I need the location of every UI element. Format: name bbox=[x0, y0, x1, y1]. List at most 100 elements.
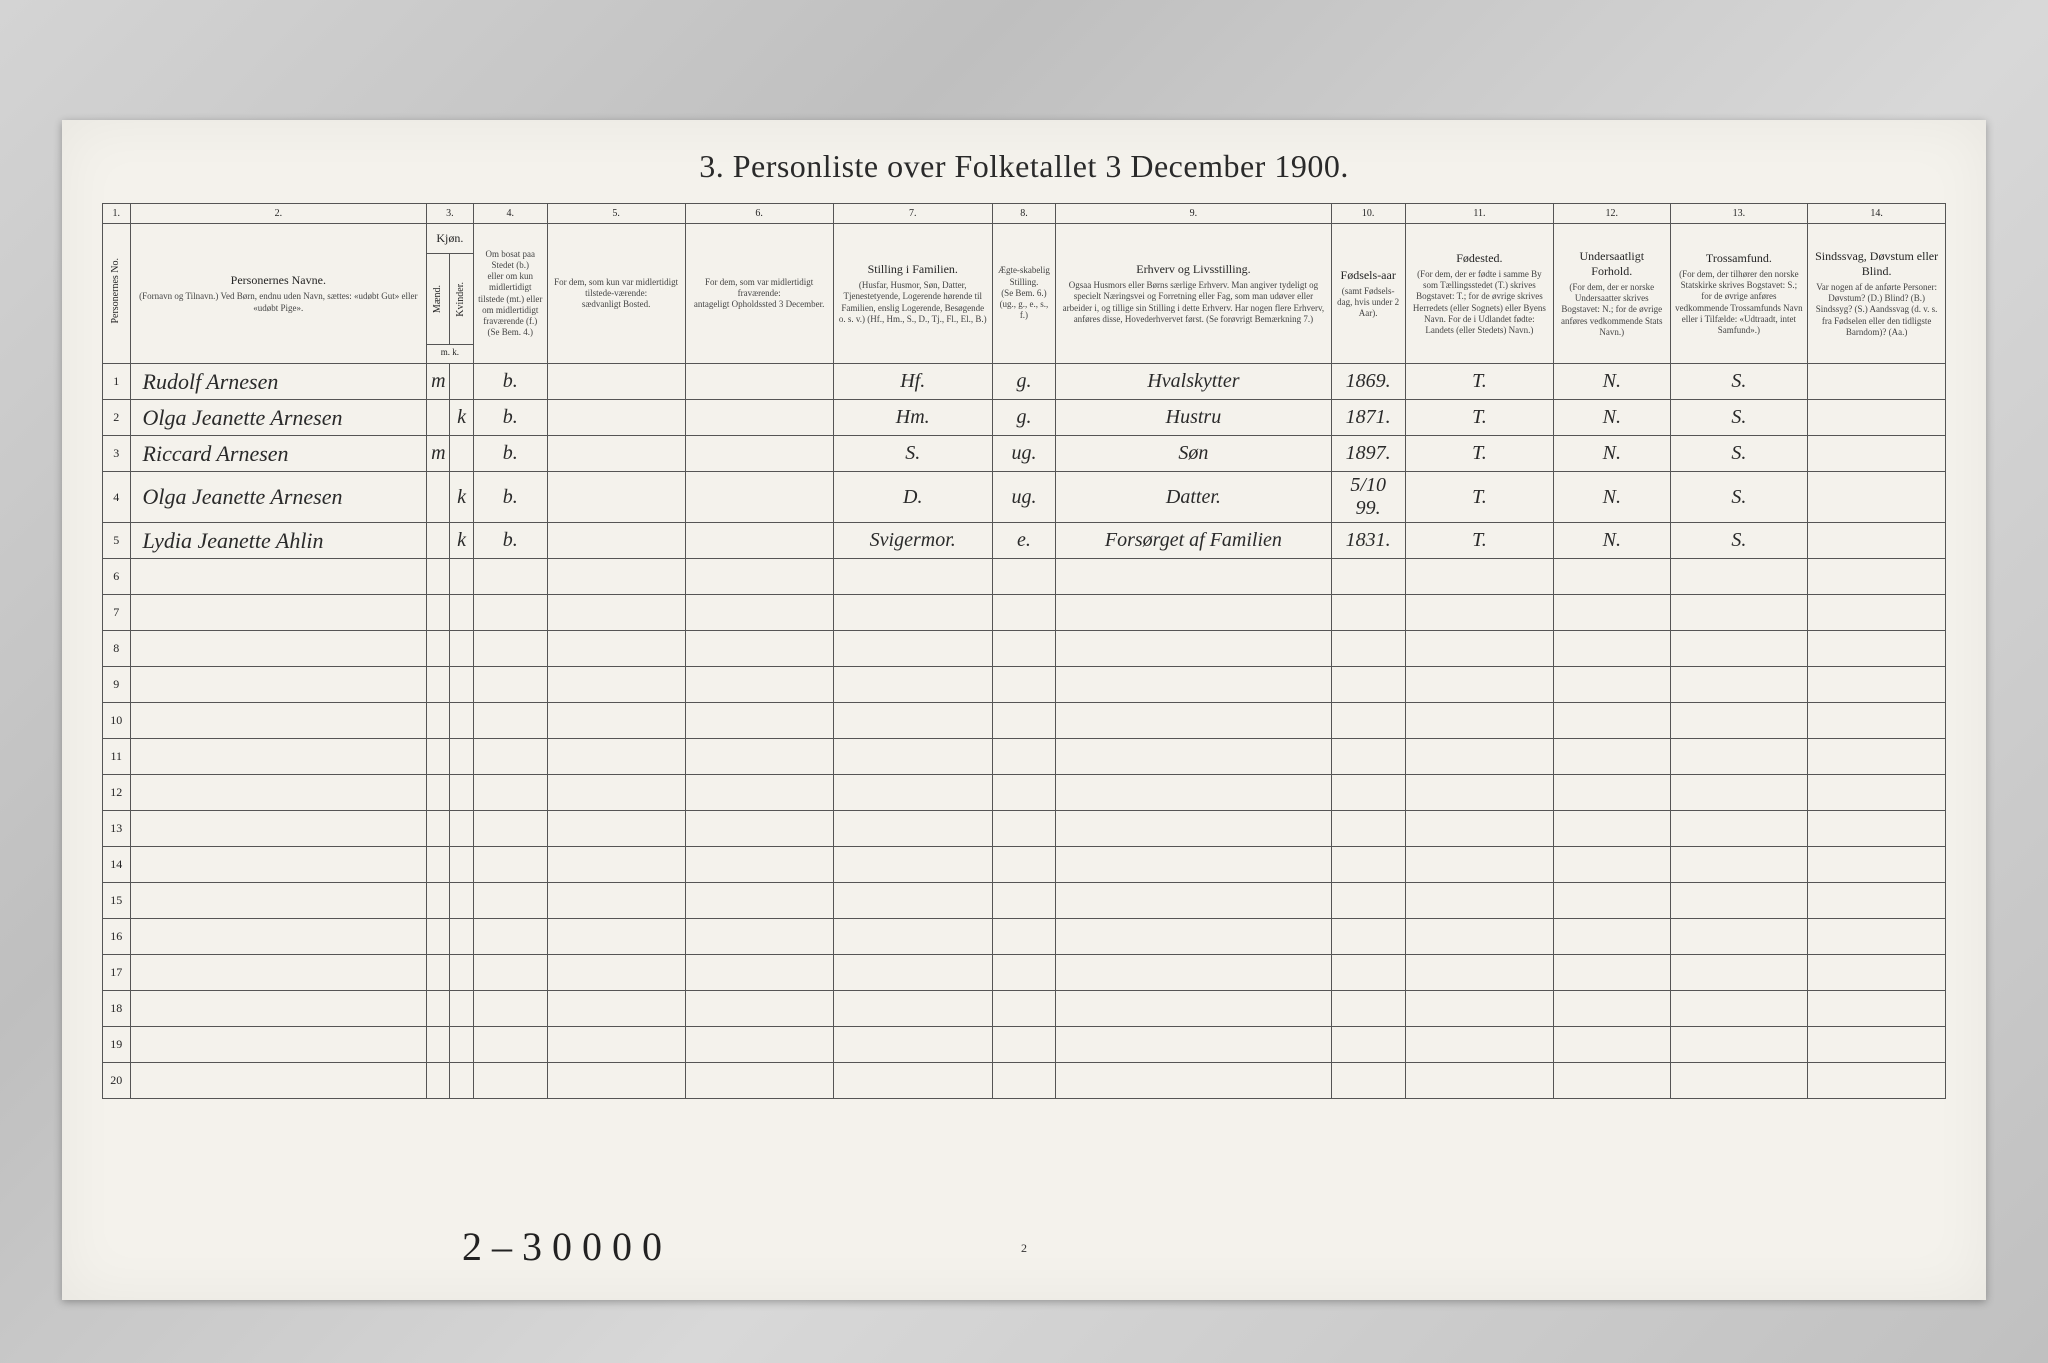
table-row-empty: 13 bbox=[103, 811, 1946, 847]
cell-aar: 5/10 99. bbox=[1331, 472, 1405, 523]
cell-name: Olga Jeanette Arnesen bbox=[130, 472, 427, 523]
cell-sex-m: m bbox=[427, 436, 450, 472]
table-row-empty: 11 bbox=[103, 739, 1946, 775]
cell-stilling: Hf. bbox=[833, 364, 992, 400]
table-row-empty: 14 bbox=[103, 847, 1946, 883]
table-row-empty: 12 bbox=[103, 775, 1946, 811]
table-row-empty: 8 bbox=[103, 631, 1946, 667]
cell-stilling: Hm. bbox=[833, 400, 992, 436]
colnum-5: 5. bbox=[547, 204, 685, 224]
table-row-empty: 20 bbox=[103, 1063, 1946, 1099]
cell-tilstede bbox=[547, 364, 685, 400]
cell-aar: 1869. bbox=[1331, 364, 1405, 400]
cell-tilstede bbox=[547, 523, 685, 559]
row-number: 6 bbox=[103, 559, 131, 595]
cell-name: Rudolf Arnesen bbox=[130, 364, 427, 400]
cell-sex-k bbox=[450, 436, 473, 472]
table-row: 2 Olga Jeanette Arnesen k b. Hm. g. Hust… bbox=[103, 400, 1946, 436]
cell-tilstede bbox=[547, 472, 685, 523]
cell-bosat: b. bbox=[473, 436, 547, 472]
table-row-empty: 15 bbox=[103, 883, 1946, 919]
table-row-empty: 10 bbox=[103, 703, 1946, 739]
cell-bosat: b. bbox=[473, 400, 547, 436]
header-undersaat: Undersaatligt Forhold. (For dem, der er … bbox=[1554, 224, 1671, 364]
row-number: 5 bbox=[103, 523, 131, 559]
header-bosat: Om bosat paa Stedet (b.) eller om kun mi… bbox=[473, 224, 547, 364]
colnum-1: 1. bbox=[103, 204, 131, 224]
cell-stilling: Svigermor. bbox=[833, 523, 992, 559]
row-number: 9 bbox=[103, 667, 131, 703]
cell-erhverv: Hustru bbox=[1056, 400, 1331, 436]
cell-under: N. bbox=[1554, 523, 1671, 559]
colnum-4: 4. bbox=[473, 204, 547, 224]
table-row-empty: 9 bbox=[103, 667, 1946, 703]
row-number: 12 bbox=[103, 775, 131, 811]
cell-fodested: T. bbox=[1405, 472, 1553, 523]
cell-fravaerende bbox=[685, 472, 833, 523]
table-row-empty: 19 bbox=[103, 1027, 1946, 1063]
cell-stilling: S. bbox=[833, 436, 992, 472]
cell-bosat: b. bbox=[473, 523, 547, 559]
cell-tros: S. bbox=[1670, 523, 1808, 559]
cell-name: Riccard Arnesen bbox=[130, 436, 427, 472]
row-number: 19 bbox=[103, 1027, 131, 1063]
row-number: 14 bbox=[103, 847, 131, 883]
header-person-no: Personernes No. bbox=[103, 224, 131, 364]
footer-scribble: 2 – 3 0 0 0 0 bbox=[462, 1223, 662, 1270]
header-fravaerende: For dem, som var midlertidigt fraværende… bbox=[685, 224, 833, 364]
row-number: 2 bbox=[103, 400, 131, 436]
colnum-11: 11. bbox=[1405, 204, 1553, 224]
row-number: 15 bbox=[103, 883, 131, 919]
cell-sind bbox=[1808, 523, 1946, 559]
row-number: 7 bbox=[103, 595, 131, 631]
header-fodested: Fødested. (For dem, der er fødte i samme… bbox=[1405, 224, 1553, 364]
cell-under: N. bbox=[1554, 436, 1671, 472]
table-row-empty: 17 bbox=[103, 955, 1946, 991]
header-aegte: Ægte-skabelig Stilling. (Se Bem. 6.) (ug… bbox=[992, 224, 1056, 364]
colnum-2: 2. bbox=[130, 204, 427, 224]
cell-fodested: T. bbox=[1405, 364, 1553, 400]
column-number-row: 1. 2. 3. 4. 5. 6. 7. 8. 9. 10. 11. 12. 1… bbox=[103, 204, 1946, 224]
cell-sex-m bbox=[427, 400, 450, 436]
header-erhverv: Erhverv og Livsstilling. Ogsaa Husmors e… bbox=[1056, 224, 1331, 364]
cell-fravaerende bbox=[685, 400, 833, 436]
cell-fodested: T. bbox=[1405, 436, 1553, 472]
table-row: 4 Olga Jeanette Arnesen k b. D. ug. Datt… bbox=[103, 472, 1946, 523]
table-row-empty: 6 bbox=[103, 559, 1946, 595]
cell-sex-k: k bbox=[450, 472, 473, 523]
table-row: 1 Rudolf Arnesen m b. Hf. g. Hvalskytter… bbox=[103, 364, 1946, 400]
colnum-7: 7. bbox=[833, 204, 992, 224]
cell-bosat: b. bbox=[473, 472, 547, 523]
table-row-empty: 7 bbox=[103, 595, 1946, 631]
cell-sex-m: m bbox=[427, 364, 450, 400]
cell-erhverv: Søn bbox=[1056, 436, 1331, 472]
cell-name: Lydia Jeanette Ahlin bbox=[130, 523, 427, 559]
colnum-6: 6. bbox=[685, 204, 833, 224]
cell-bosat: b. bbox=[473, 364, 547, 400]
cell-fodested: T. bbox=[1405, 523, 1553, 559]
header-sindssvag: Sindssvag, Døvstum eller Blind. Var noge… bbox=[1808, 224, 1946, 364]
row-number: 1 bbox=[103, 364, 131, 400]
cell-sex-k bbox=[450, 364, 473, 400]
cell-sex-k: k bbox=[450, 400, 473, 436]
cell-fravaerende bbox=[685, 364, 833, 400]
cell-tros: S. bbox=[1670, 400, 1808, 436]
header-tilstede: For dem, som kun var midlertidigt tilste… bbox=[547, 224, 685, 364]
table-row-empty: 18 bbox=[103, 991, 1946, 1027]
cell-under: N. bbox=[1554, 472, 1671, 523]
cell-tilstede bbox=[547, 436, 685, 472]
table-container: 1. 2. 3. 4. 5. 6. 7. 8. 9. 10. 11. 12. 1… bbox=[102, 203, 1946, 1099]
cell-aar: 1897. bbox=[1331, 436, 1405, 472]
colnum-10: 10. bbox=[1331, 204, 1405, 224]
cell-under: N. bbox=[1554, 400, 1671, 436]
cell-sex-k: k bbox=[450, 523, 473, 559]
row-number: 17 bbox=[103, 955, 131, 991]
cell-aegte: ug. bbox=[992, 472, 1056, 523]
row-number: 10 bbox=[103, 703, 131, 739]
table-row-empty: 16 bbox=[103, 919, 1946, 955]
colnum-13: 13. bbox=[1670, 204, 1808, 224]
cell-aegte: g. bbox=[992, 364, 1056, 400]
row-number: 20 bbox=[103, 1063, 131, 1099]
cell-sex-m bbox=[427, 523, 450, 559]
cell-fravaerende bbox=[685, 436, 833, 472]
